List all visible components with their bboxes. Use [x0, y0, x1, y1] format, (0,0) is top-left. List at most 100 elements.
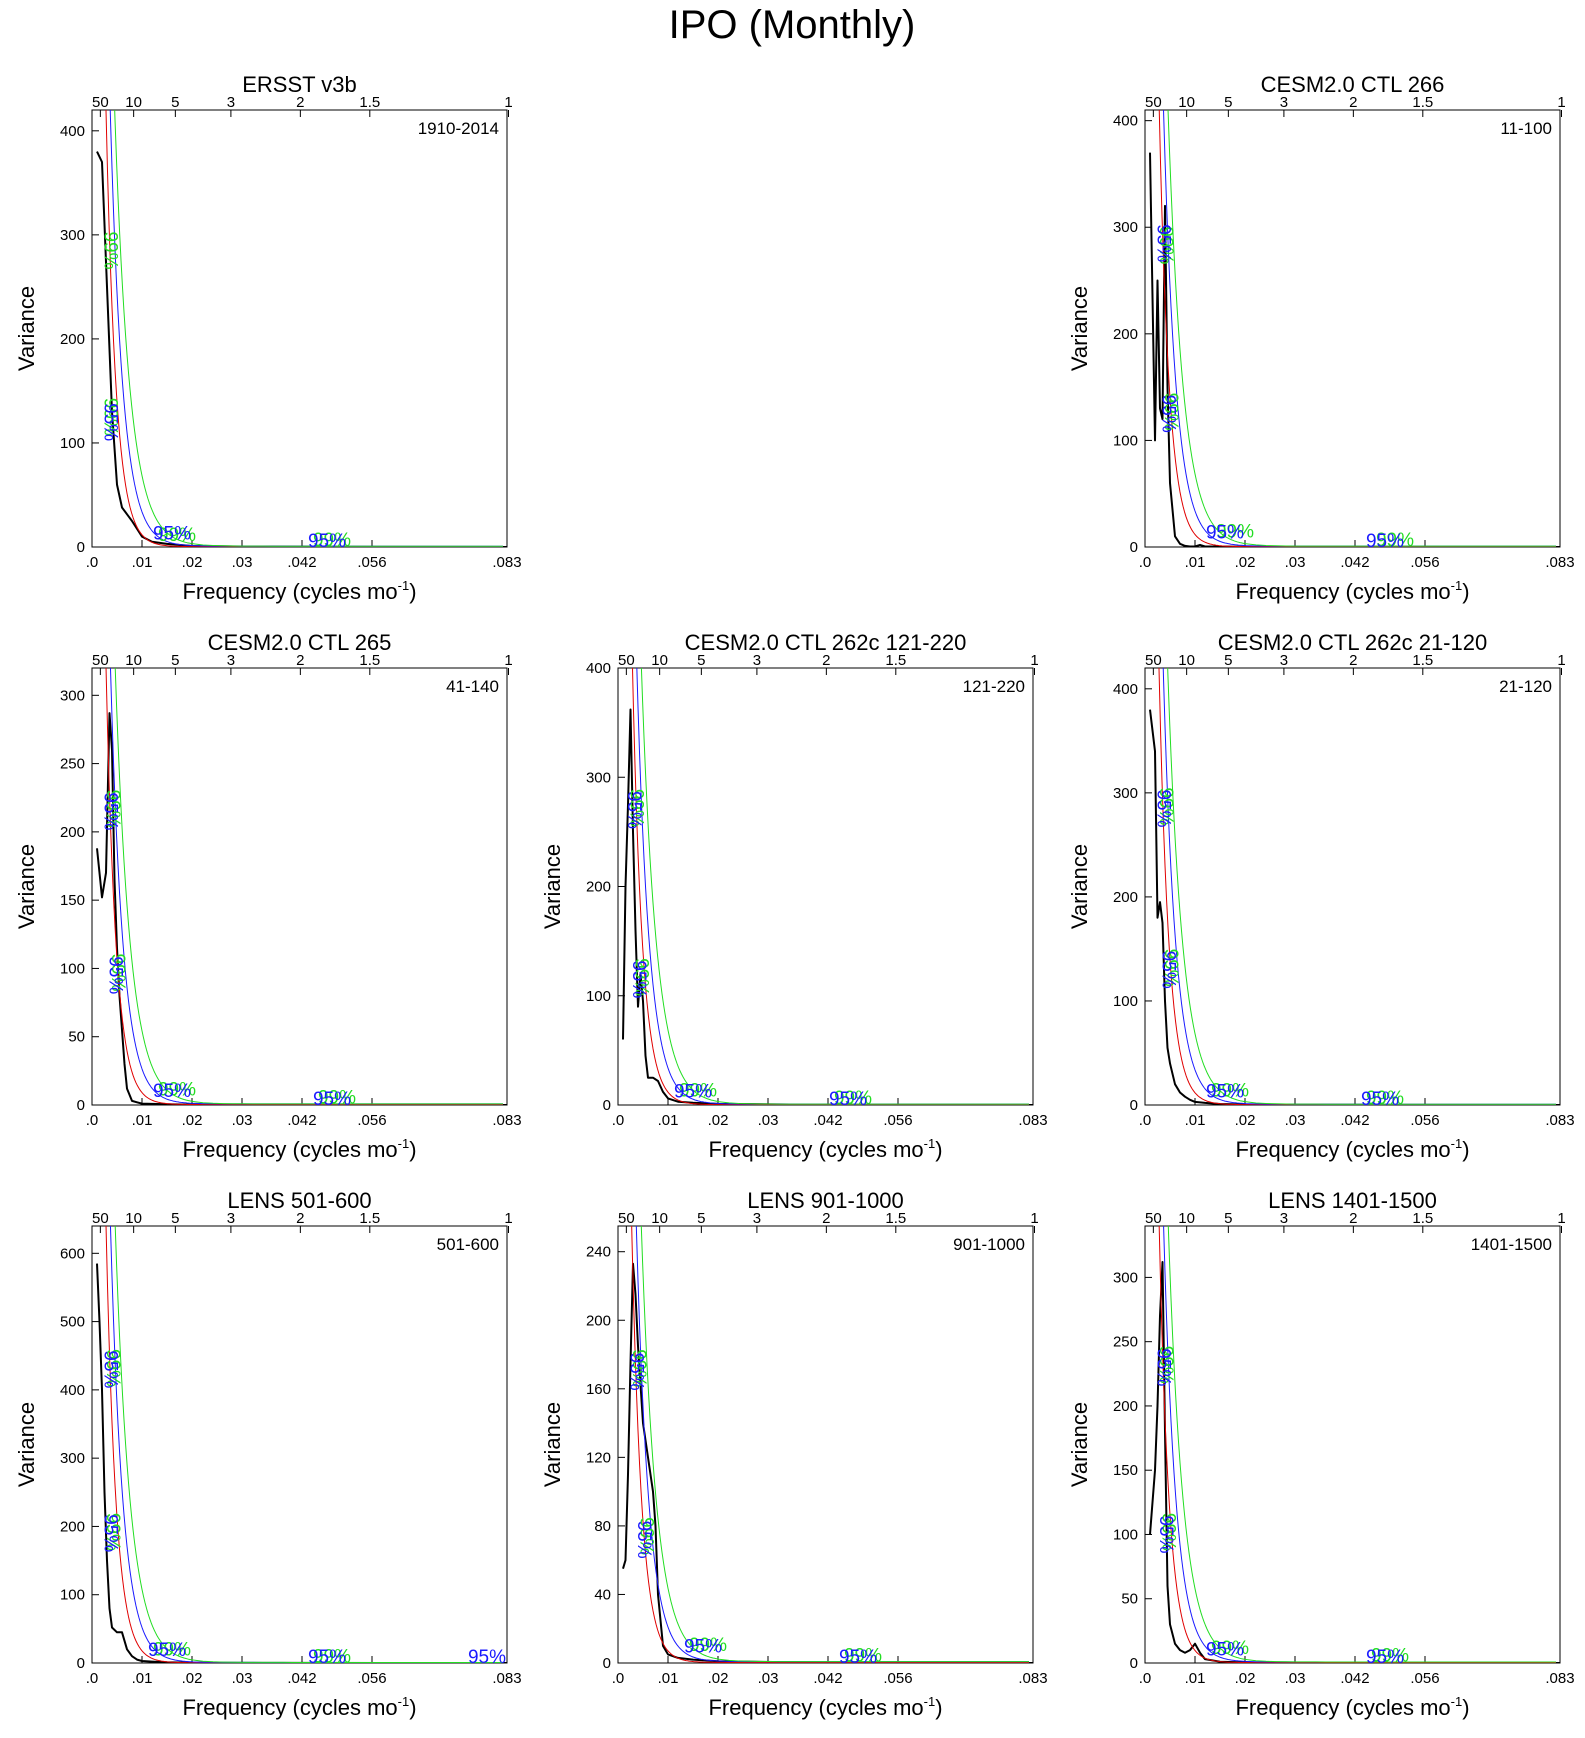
sig-99-label: 99%	[100, 231, 121, 269]
top-tick-label: 50	[618, 1210, 635, 1227]
x-tick-label: .0	[1139, 1670, 1152, 1687]
x-tick-label: .01	[132, 1670, 153, 1687]
sig-95-label: 95%	[626, 1353, 647, 1391]
sig_99-line	[1167, 668, 1556, 1105]
y-tick-label: 200	[1113, 326, 1138, 343]
top-tick-label: 2	[296, 1210, 304, 1227]
sig-95-label: 95%	[1366, 531, 1404, 552]
y-tick-label: 120	[586, 1449, 611, 1466]
x-axis-label: Frequency (cycles mo-1)	[1235, 578, 1469, 604]
sig-95-label: 95%	[153, 1081, 191, 1102]
x-tick-label: .03	[1285, 1670, 1306, 1687]
y-axis-label: Variance	[540, 844, 565, 929]
y-tick-label: 400	[60, 1382, 85, 1399]
spectrum-line	[96, 1263, 507, 1663]
top-tick-label: 10	[1178, 94, 1195, 111]
red_noise-line	[1158, 668, 1556, 1105]
sig-99-label: 99%	[102, 1349, 123, 1387]
x-tick-label: .042	[287, 554, 316, 571]
panel-title: LENS 1401-1500	[1268, 1188, 1437, 1213]
sig-95-label: 95%	[623, 791, 644, 829]
x-axis-label-superscript: -1	[398, 1136, 410, 1151]
y-tick-label: 200	[1113, 889, 1138, 906]
x-tick-label: .042	[1340, 554, 1369, 571]
plot-area	[622, 1226, 1033, 1663]
x-tick-label: .02	[182, 1112, 203, 1129]
sig-95-label: 95%	[1158, 951, 1179, 989]
y-axis-label: Variance	[540, 1402, 565, 1487]
sig-99-label: 99%	[1160, 393, 1181, 431]
x-tick-label: .03	[232, 1112, 253, 1129]
y-tick-label: 300	[1113, 785, 1138, 802]
sig-99-label: 99%	[1160, 949, 1181, 987]
spectrum-panel: LENS 1401-1500 1401-1500 .0 .01 .02 .03 .042 .0…	[1067, 1188, 1575, 1720]
plot-frame	[91, 109, 508, 548]
panel-title: CESM2.0 CTL 265	[208, 630, 392, 655]
sig-95-label: 95%	[153, 524, 191, 545]
x-tick-label: .02	[182, 1670, 203, 1687]
x-axis-label-close: )	[409, 579, 416, 604]
y-tick-label: 300	[586, 769, 611, 786]
x-axis-label: Frequency (cycles mo-1)	[182, 1694, 416, 1720]
sig-95-label: 95%	[839, 1647, 877, 1668]
sig-95-label: 95%	[1366, 1647, 1404, 1668]
x-tick-label: .0	[612, 1112, 625, 1129]
sig-95-label: 95%	[674, 1081, 712, 1102]
x-axis-label-superscript: -1	[1451, 578, 1463, 593]
top-tick-label: 1	[1557, 94, 1565, 111]
top-tick-label: 1.5	[1412, 652, 1433, 669]
y-tick-label: 0	[603, 1097, 611, 1114]
x-tick-label: .083	[492, 1112, 521, 1129]
y-tick-label: 200	[586, 1312, 611, 1329]
top-tick-label: 5	[1224, 652, 1232, 669]
x-tick-label: .056	[883, 1670, 912, 1687]
x-tick-label: .083	[1018, 1670, 1047, 1687]
sig-99-label: 99%	[1376, 530, 1414, 551]
x-axis-label: Frequency (cycles mo-1)	[1235, 1694, 1469, 1720]
x-tick-label: .0	[86, 1112, 99, 1129]
y-tick-label: 0	[1130, 539, 1138, 556]
plot-frame	[1144, 667, 1561, 1106]
period-label: 121-220	[963, 677, 1025, 696]
x-axis-label-close: )	[1462, 579, 1469, 604]
x-tick-label: .056	[883, 1112, 912, 1129]
top-tick-label: 1.5	[359, 652, 380, 669]
x-axis-label-main: Frequency (cycles mo	[182, 1695, 397, 1720]
y-axis-label: Variance	[1067, 844, 1092, 929]
x-axis-label-close: )	[935, 1695, 942, 1720]
panel-title: LENS 501-600	[227, 1188, 371, 1213]
top-tick-label: 5	[1224, 94, 1232, 111]
x-axis-label: Frequency (cycles mo-1)	[708, 1694, 942, 1720]
x-tick-label: .056	[357, 1112, 386, 1129]
red_noise-line	[631, 1226, 1029, 1663]
x-axis-label-superscript: -1	[1451, 1136, 1463, 1151]
sig-95-label: 95%	[1206, 1639, 1244, 1660]
top-tick-label: 1	[504, 94, 512, 111]
plot-area	[1149, 110, 1560, 547]
sig-99-label: 99%	[844, 1645, 882, 1666]
y-tick-label: 200	[60, 824, 85, 841]
sig-95-label: 95%	[100, 792, 121, 830]
x-axis-label-main: Frequency (cycles mo	[708, 1137, 923, 1162]
x-axis-label-superscript: -1	[1451, 1694, 1463, 1709]
x-tick-label: .056	[1410, 1670, 1439, 1687]
x-axis-label-close: )	[1462, 1137, 1469, 1162]
sig-95-label: 95%	[684, 1637, 722, 1658]
period-label: 1910-2014	[418, 119, 499, 138]
sig-99-label: 99%	[1371, 1646, 1409, 1667]
x-tick-label: .02	[1235, 554, 1256, 571]
top-tick-label: 50	[1145, 1210, 1162, 1227]
sig-95-label: 95%	[105, 956, 126, 994]
plot-frame	[617, 667, 1034, 1106]
y-tick-label: 0	[77, 1097, 85, 1114]
y-tick-label: 600	[60, 1245, 85, 1262]
x-tick-label: .03	[758, 1112, 779, 1129]
top-tick-label: 2	[1349, 94, 1357, 111]
top-tick-label: 50	[92, 652, 109, 669]
sig-95-label: 95%	[1206, 1082, 1244, 1103]
panels-container: ERSST v3b1910-2014.0.01.02.03.042.056.08…	[14, 72, 1575, 1720]
x-axis-label-main: Frequency (cycles mo	[182, 579, 397, 604]
sig-99-label: 99%	[318, 1088, 356, 1109]
sig-99-label: 99%	[689, 1635, 727, 1656]
x-tick-label: .042	[1340, 1112, 1369, 1129]
